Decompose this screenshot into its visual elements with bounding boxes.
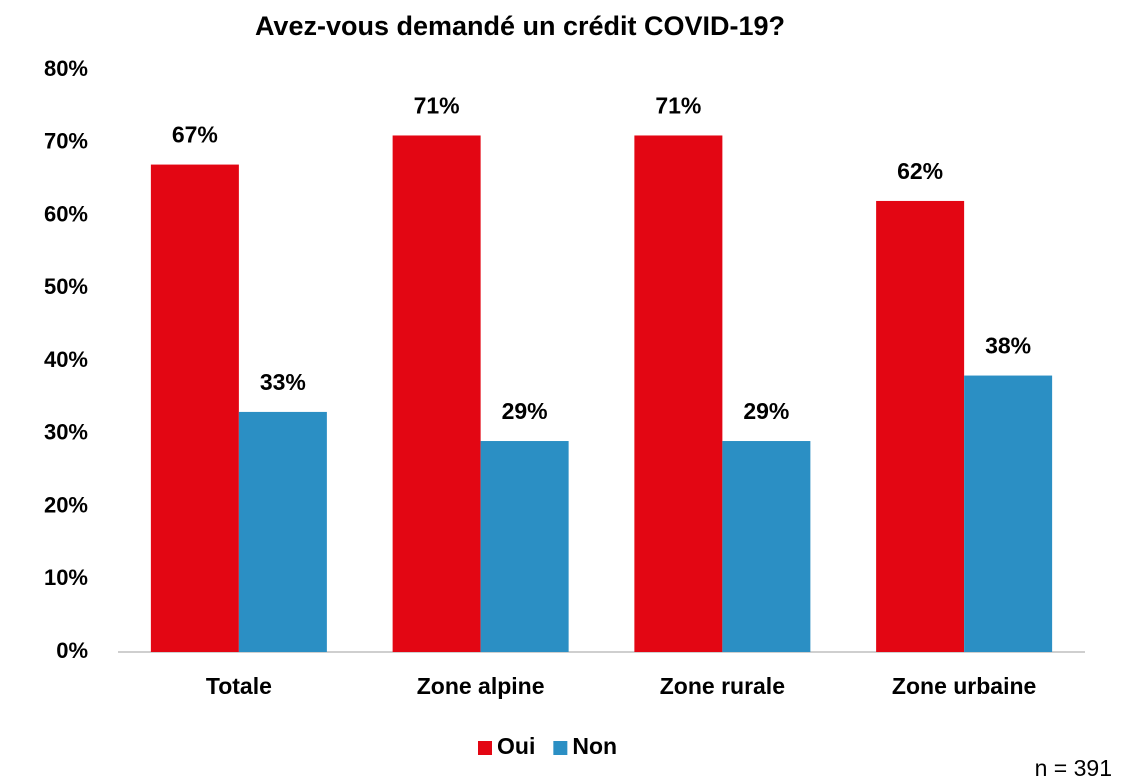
chart-title: Avez-vous demandé un crédit COVID-19? [255,11,785,41]
data-label: 29% [743,398,789,424]
y-tick-label: 20% [44,492,88,517]
legend-swatch [553,741,568,755]
bar [634,135,723,653]
bar [876,200,965,652]
x-tick-label: Totale [206,673,272,699]
data-label: 33% [260,369,306,395]
bar [722,441,811,652]
bar [150,164,239,652]
annotation: n = 391 [1035,755,1112,781]
y-tick-label: 30% [44,420,88,445]
data-label: 62% [897,158,943,184]
data-label: 67% [172,122,218,148]
x-tick-label: Zone rurale [660,673,785,699]
y-tick-label: 80% [44,56,88,81]
data-label: 29% [502,398,548,424]
data-label: 71% [655,93,701,119]
y-tick-label: 60% [44,201,88,226]
legend-label: Oui [497,733,535,759]
bar [964,375,1053,652]
data-label: 71% [414,93,460,119]
y-tick-label: 0% [56,638,88,663]
x-tick-label: Zone urbaine [892,673,1036,699]
data-label: 38% [985,333,1031,359]
y-tick-label: 40% [44,347,88,372]
legend-label: Non [572,733,617,759]
y-tick-label: 50% [44,274,88,299]
legend-swatch [478,741,492,755]
bar [392,135,481,653]
bar [480,441,569,652]
x-tick-label: Zone alpine [417,673,545,699]
y-tick-label: 10% [44,565,88,590]
bar [238,411,327,652]
y-tick-label: 70% [44,129,88,154]
